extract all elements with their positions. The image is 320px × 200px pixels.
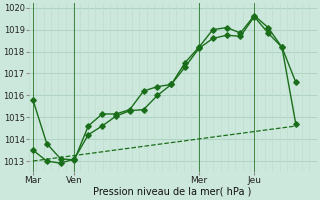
X-axis label: Pression niveau de la mer( hPa ): Pression niveau de la mer( hPa ) xyxy=(93,187,252,197)
